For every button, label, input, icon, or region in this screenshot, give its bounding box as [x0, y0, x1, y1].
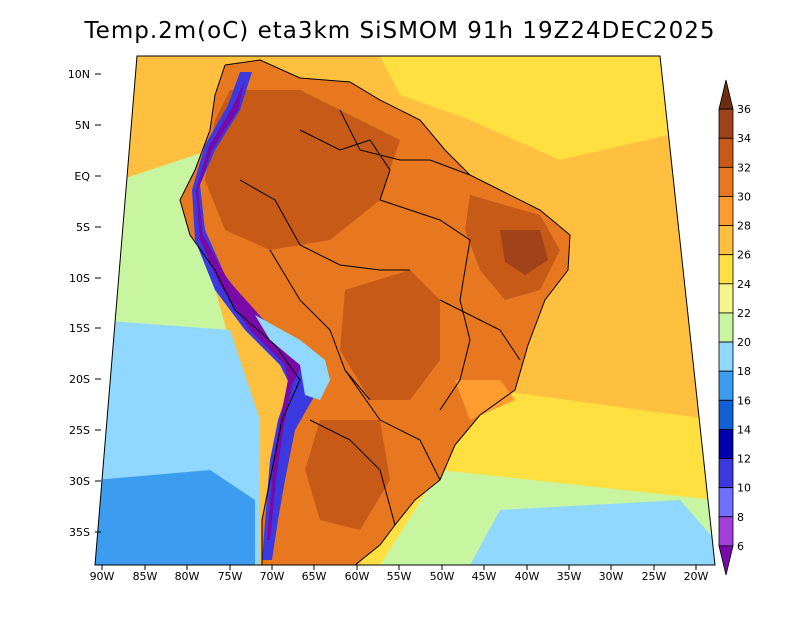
colorbar-label: 6	[737, 540, 744, 553]
lon-label: 50W	[430, 570, 455, 583]
colorbar-label: 24	[737, 278, 751, 291]
colorbar-swatch	[718, 370, 734, 401]
colorbar-label: 36	[737, 103, 751, 116]
colorbar-label: 28	[737, 220, 751, 233]
colorbar-swatch	[718, 108, 734, 139]
colorbar-swatch	[718, 399, 734, 430]
colorbar-label: 20	[737, 336, 751, 349]
lon-label: 45W	[472, 570, 497, 583]
colorbar-swatch	[718, 458, 734, 489]
lat-label: 10S	[69, 272, 90, 285]
lat-label: 20S	[69, 373, 90, 386]
colorbar-swatch	[718, 254, 734, 285]
colorbar-label: 10	[737, 482, 751, 495]
map-frame	[94, 55, 716, 566]
lat-label: 5N	[75, 119, 90, 132]
lon-label: 80W	[175, 570, 200, 583]
colorbar-swatch	[718, 79, 734, 110]
colorbar-swatch	[718, 516, 734, 547]
central-hot	[340, 270, 440, 400]
lon-label: 55W	[387, 570, 412, 583]
colorbar-label: 12	[737, 453, 751, 466]
colorbar-swatch	[718, 487, 734, 518]
lat-label: 30S	[69, 475, 90, 488]
colorbar-label: 26	[737, 249, 751, 262]
country-borders	[179, 59, 571, 565]
colorbar-swatch	[718, 137, 734, 168]
lat-label: 35S	[69, 526, 90, 539]
lon-label: 85W	[133, 570, 158, 583]
lon-label: 70W	[260, 570, 285, 583]
lon-label: 25W	[642, 570, 667, 583]
andes-coldest	[196, 80, 305, 540]
colorbar-swatch	[718, 429, 734, 459]
lat-label: EQ	[74, 170, 90, 183]
northeast-hottest	[500, 230, 548, 275]
colorbar-label: 14	[737, 423, 751, 436]
colorbar-swatch	[718, 545, 734, 576]
colorbar-label: 18	[737, 365, 751, 378]
colorbar-swatch	[718, 196, 734, 226]
lat-label: 5S	[76, 221, 90, 234]
colorbar-swatch	[718, 166, 734, 197]
latitude-axis: 10N 5N EQ 5S 10S 15S 20S 25S 30S 35S	[68, 68, 101, 539]
lon-label: 90W	[90, 570, 115, 583]
longitude-axis: 90W 85W 80W 75W 70W 65W 60W 55W 50W 45W …	[90, 565, 709, 583]
colorbar-swatch	[718, 341, 734, 372]
lat-label: 10N	[68, 68, 90, 81]
lat-label: 15S	[69, 322, 90, 335]
south-atlantic-coldest	[470, 500, 715, 565]
chaco-hot	[305, 420, 390, 530]
map-domain	[95, 56, 715, 565]
north-warm-ocean	[380, 56, 668, 160]
map-title: Temp.2m(oC) eta3km SiSMOM 91h 19Z24DEC20…	[84, 18, 716, 44]
colorbar-swatch	[718, 283, 734, 314]
lon-label: 75W	[218, 570, 243, 583]
colorbar-label: 30	[737, 190, 751, 203]
colorbar-swatch	[718, 312, 734, 343]
lon-label: 20W	[684, 570, 709, 583]
colorbar-label: 32	[737, 161, 751, 174]
colorbar-swatch	[718, 225, 734, 256]
lon-label: 30W	[599, 570, 624, 583]
lon-label: 40W	[515, 570, 540, 583]
colorbar-label: 34	[737, 132, 751, 145]
colorbar-label: 8	[737, 511, 744, 524]
colorbar: 36 34 32 30 28 26 24 22 20 18 16 14 12 10 8 6	[718, 79, 751, 576]
pacific-coldest	[95, 470, 255, 565]
andes-cool-fringe	[255, 315, 330, 400]
lon-label: 60W	[345, 570, 370, 583]
southeast-warm	[455, 380, 515, 420]
lat-label: 25S	[69, 424, 90, 437]
amazon-hot	[205, 90, 400, 250]
lon-label: 35W	[557, 570, 582, 583]
lon-label: 65W	[302, 570, 327, 583]
colorbar-label: 16	[737, 394, 751, 407]
colorbar-label: 22	[737, 307, 751, 320]
